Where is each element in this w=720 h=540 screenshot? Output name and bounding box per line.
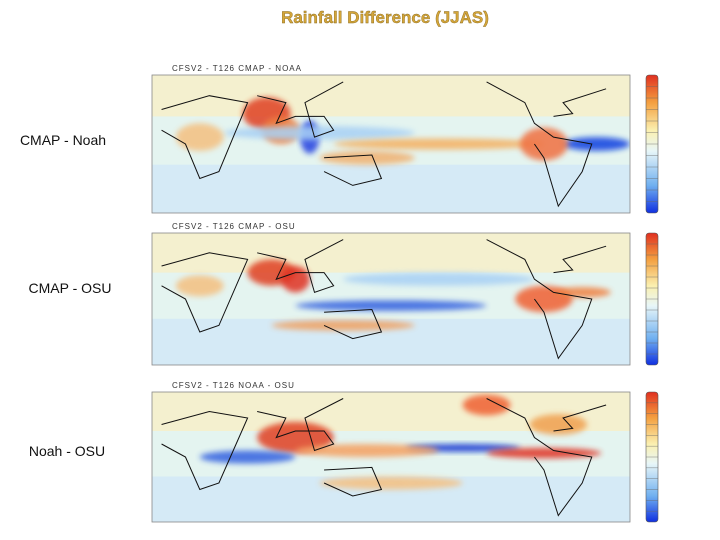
rain-anomaly <box>462 394 511 416</box>
map-title: CFSV2 - T126 CMAP - OSU <box>172 222 296 231</box>
rain-anomaly <box>563 137 630 151</box>
coastline <box>323 466 383 497</box>
rain-anomaly <box>333 138 544 150</box>
rain-anomaly <box>257 421 334 454</box>
rain-anomaly <box>295 444 439 457</box>
rain-anomaly <box>553 287 611 298</box>
rain-anomaly <box>520 127 568 161</box>
rain-anomaly <box>271 320 415 331</box>
rain-anomaly <box>486 447 602 459</box>
coastline <box>553 245 607 274</box>
map-field <box>152 75 630 213</box>
map <box>151 74 631 214</box>
map-frame <box>151 74 631 214</box>
map-field <box>152 233 630 365</box>
coastline <box>553 404 607 432</box>
coastline <box>486 398 593 517</box>
north-band <box>152 233 630 273</box>
coastline <box>486 81 593 208</box>
north-band <box>152 75 630 117</box>
map <box>151 391 631 523</box>
coastline <box>323 309 383 340</box>
rain-anomaly <box>223 126 415 140</box>
slide-title: Rainfall Difference (JJAS) <box>281 8 489 27</box>
map-field <box>152 392 630 522</box>
coastline <box>486 239 593 360</box>
coastline <box>257 239 344 294</box>
rain-anomaly <box>529 414 587 435</box>
map-frame <box>151 391 631 523</box>
rain-anomaly <box>343 272 535 286</box>
panel-label: CMAP - OSU <box>29 280 112 296</box>
rain-anomaly <box>281 266 310 293</box>
panel-label: Noah - OSU <box>29 443 105 459</box>
map-title: CFSV2 - T126 CMAP - NOAA <box>172 64 302 73</box>
coastline <box>161 410 249 491</box>
coastline <box>161 95 249 180</box>
panel-label: CMAP - Noah <box>20 132 106 148</box>
south-band <box>152 164 630 213</box>
rain-anomaly <box>319 150 415 165</box>
map-title: CFSV2 - T126 NOAA - OSU <box>172 381 295 390</box>
map <box>151 232 631 366</box>
rain-anomaly <box>175 123 224 151</box>
coastline <box>257 398 344 452</box>
rain-anomaly <box>319 476 463 490</box>
rain-anomaly <box>199 450 296 464</box>
coastline <box>553 88 607 117</box>
rain-anomaly <box>175 275 224 297</box>
map-frame <box>151 232 631 366</box>
rain-anomaly <box>295 300 487 311</box>
coastline <box>257 81 344 138</box>
coastline <box>161 252 249 333</box>
coastline <box>323 154 383 186</box>
